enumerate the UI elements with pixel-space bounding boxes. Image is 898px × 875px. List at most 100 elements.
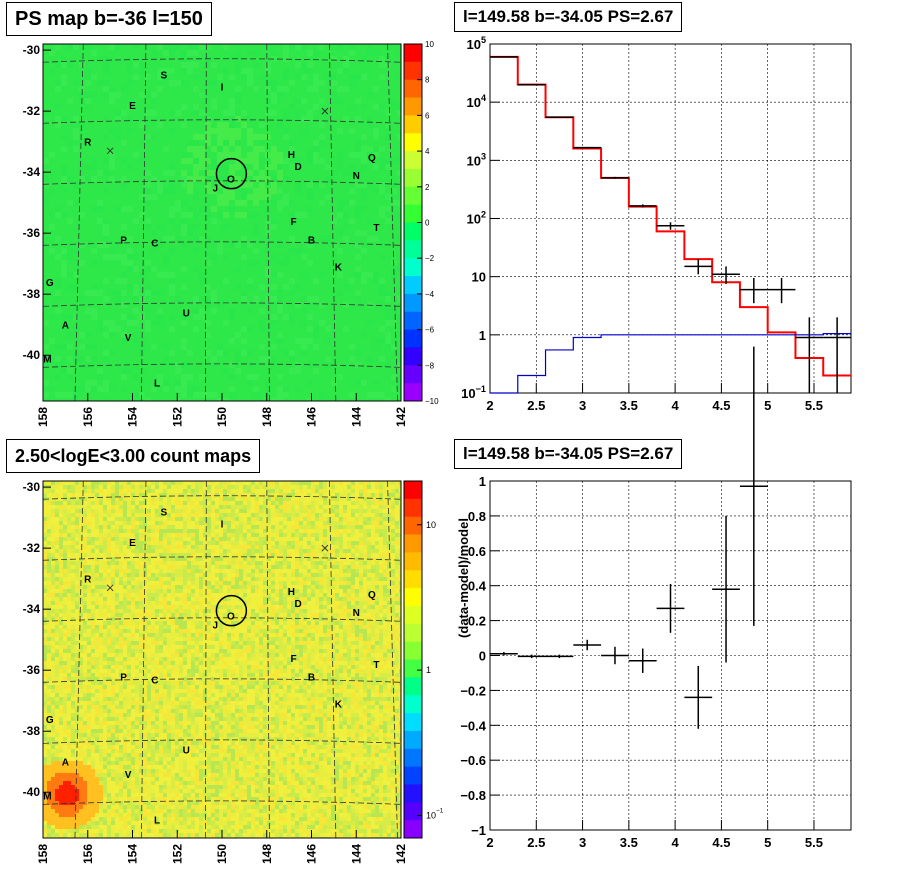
count-map-cell	[111, 533, 115, 537]
ps-map-cell	[103, 56, 109, 62]
ps-map-cell	[271, 146, 277, 152]
count-map-cell	[391, 489, 395, 493]
ps-map-cell	[199, 320, 205, 326]
ps-map-cell	[211, 200, 217, 206]
ps-map-cell	[133, 218, 139, 224]
ps-map-cell	[193, 86, 199, 92]
ps-map-cell	[43, 224, 49, 230]
ps-map-cell	[181, 332, 187, 338]
ps-map-cell	[43, 338, 49, 344]
ps-map-cell	[139, 128, 145, 134]
ps-map-cell	[109, 386, 115, 392]
ps-map-cell	[241, 266, 247, 272]
ps-map-cell	[127, 356, 133, 362]
count-map-cell	[67, 509, 71, 513]
ps-map-cell	[157, 92, 163, 98]
ps-map-cell	[319, 368, 325, 374]
ps-map-cell	[169, 86, 175, 92]
ps-map-cell	[151, 266, 157, 272]
ps-map-cell	[235, 278, 241, 284]
ps-map-cell	[253, 80, 259, 86]
ps-map-cell	[307, 392, 313, 398]
count-map-cell	[199, 529, 203, 533]
count-map-cell	[183, 481, 187, 485]
count-map-cell	[395, 529, 399, 533]
ps-map-cell	[271, 92, 277, 98]
ps-map-cell	[145, 140, 151, 146]
count-map-cell	[267, 533, 271, 537]
ps-map-cell	[253, 392, 259, 398]
ps-map-cell	[67, 200, 73, 206]
ps-map-cell	[235, 212, 241, 218]
ps-map-cell	[313, 50, 319, 56]
count-map-cell	[59, 513, 63, 517]
ps-map-cell	[193, 104, 199, 110]
ps-map-cell	[307, 164, 313, 170]
ps-map-cell	[295, 68, 301, 74]
count-map-cell	[99, 505, 103, 509]
ps-map-cell	[61, 278, 67, 284]
ps-map-cell	[397, 320, 401, 326]
count-map-cell	[371, 525, 375, 529]
ps-map-cell	[43, 272, 49, 278]
ps-map-cell	[85, 254, 91, 260]
ps-colorbar-band	[404, 97, 422, 116]
ps-map-cell	[235, 350, 241, 356]
count-map-cell	[167, 489, 171, 493]
ps-map-cell	[61, 374, 67, 380]
ps-map-cell	[181, 326, 187, 332]
count-map-cell	[263, 481, 267, 485]
count-map-cell	[247, 505, 251, 509]
count-map-cell	[195, 501, 199, 505]
count-map-cell	[183, 501, 187, 505]
ps-map-cell	[331, 74, 337, 80]
count-map-cell	[55, 537, 59, 541]
ps-map-cell	[223, 86, 229, 92]
ps-map-cell	[139, 278, 145, 284]
ps-map-cell	[175, 218, 181, 224]
ps-map-cell	[337, 146, 343, 152]
ps-map-cell	[343, 68, 349, 74]
ps-map-cell	[175, 92, 181, 98]
ps-map-cell	[385, 326, 391, 332]
count-map-cell	[327, 525, 331, 529]
ps-map-cell	[349, 332, 355, 338]
count-map-cell	[215, 501, 219, 505]
ps-map-cell	[289, 290, 295, 296]
count-map-cell	[319, 513, 323, 517]
source-label-D: D	[294, 162, 301, 173]
ps-map-cell	[145, 80, 151, 86]
ps-map-cell	[73, 98, 79, 104]
source-label-S: S	[160, 71, 167, 82]
ps-map-cell	[283, 212, 289, 218]
count-map-cell	[387, 509, 391, 513]
ps-map-cell	[151, 164, 157, 170]
count-map-cell	[291, 497, 295, 501]
ps-map-cell	[73, 194, 79, 200]
count-map-cell	[175, 497, 179, 501]
ps-map-cell	[265, 326, 271, 332]
count-map-cell	[235, 493, 239, 497]
count-map-cell	[67, 533, 71, 537]
ps-map-cell	[133, 188, 139, 194]
ps-map-cell	[139, 152, 145, 158]
ps-map-cell	[361, 164, 367, 170]
count-map-cell	[159, 481, 163, 485]
ps-map-cell	[277, 356, 283, 362]
ps-map-cell	[397, 392, 401, 398]
ps-map-cell	[67, 68, 73, 74]
count-map-cell	[155, 493, 159, 497]
count-map-cell	[339, 533, 343, 537]
count-map-cell	[215, 505, 219, 509]
ps-map-cell	[85, 212, 91, 218]
ps-map-cell	[67, 332, 73, 338]
ps-map-cell	[283, 296, 289, 302]
ps-map-cell	[349, 296, 355, 302]
ps-map-cell	[391, 272, 397, 278]
ps-map-cell	[373, 74, 379, 80]
ps-map-cell	[223, 236, 229, 242]
ps-map-cell	[127, 218, 133, 224]
ps-map-cell	[85, 278, 91, 284]
ps-map-cell	[271, 356, 277, 362]
ps-map-cell	[187, 332, 193, 338]
